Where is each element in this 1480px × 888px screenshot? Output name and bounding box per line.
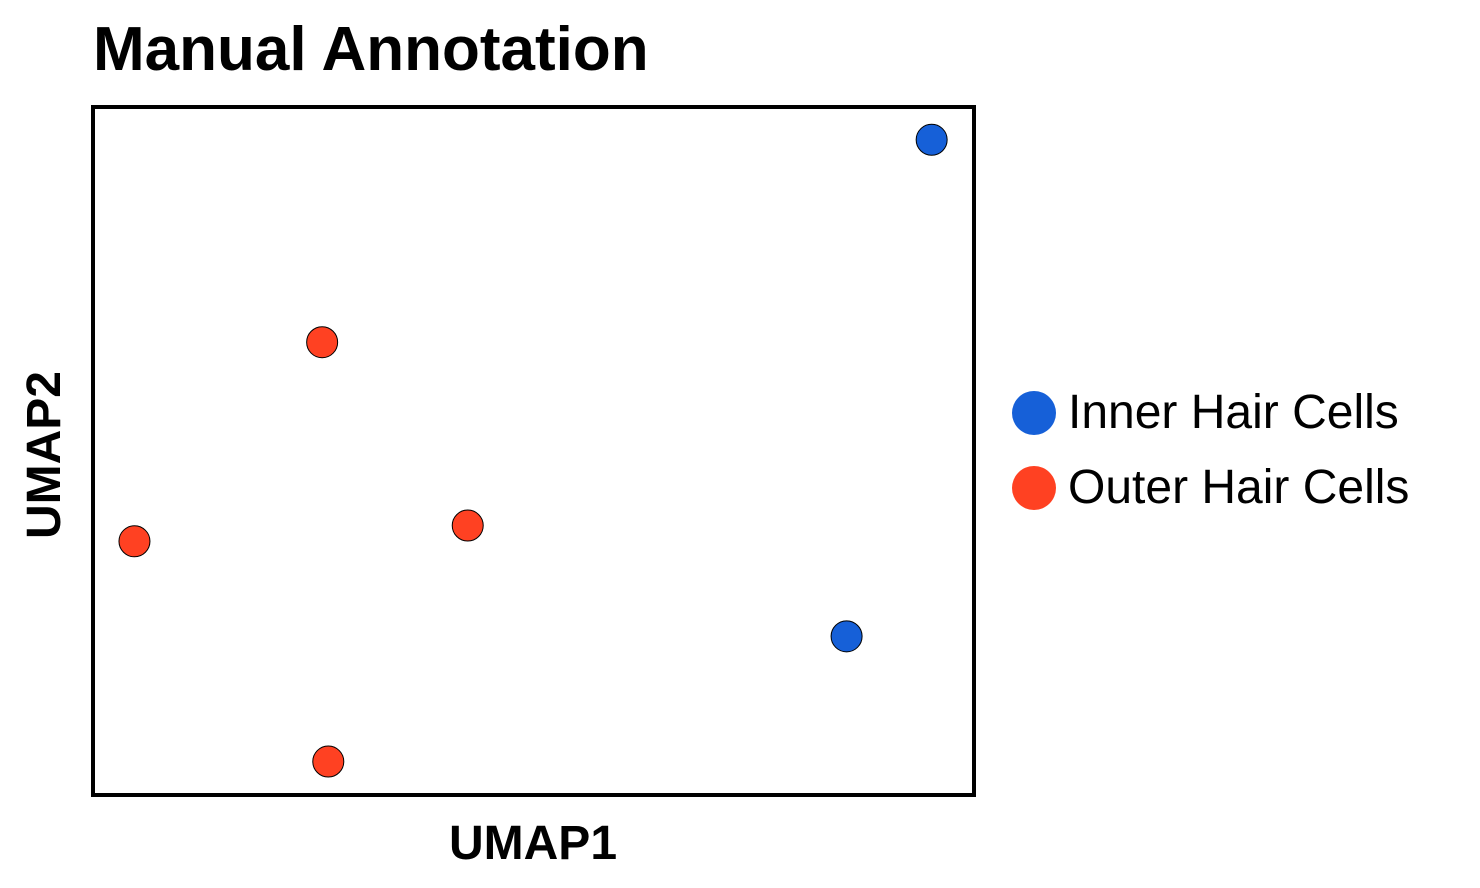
legend-marker-inner-hair-cells <box>1012 391 1056 435</box>
legend: Inner Hair Cells Outer Hair Cells <box>1012 386 1409 514</box>
data-point-inner-hair-cells-1[interactable] <box>915 123 948 156</box>
y-axis-label: UMAP2 <box>18 371 71 539</box>
legend-item-outer-hair-cells[interactable]: Outer Hair Cells <box>1012 461 1409 514</box>
data-point-inner-hair-cells-2[interactable] <box>830 620 863 653</box>
data-point-outer-hair-cells-3[interactable] <box>451 509 484 542</box>
data-point-outer-hair-cells-1[interactable] <box>306 326 339 359</box>
points-layer <box>118 123 948 778</box>
legend-item-inner-hair-cells[interactable]: Inner Hair Cells <box>1012 386 1399 439</box>
data-point-outer-hair-cells-2[interactable] <box>118 525 151 558</box>
legend-label-outer-hair-cells: Outer Hair Cells <box>1068 461 1409 514</box>
data-point-outer-hair-cells-4[interactable] <box>312 745 345 778</box>
x-axis-label: UMAP1 <box>449 817 617 870</box>
chart-title: Manual Annotation <box>93 15 649 84</box>
plot-frame <box>91 105 976 797</box>
legend-marker-outer-hair-cells <box>1012 466 1056 510</box>
legend-label-inner-hair-cells: Inner Hair Cells <box>1068 386 1399 439</box>
